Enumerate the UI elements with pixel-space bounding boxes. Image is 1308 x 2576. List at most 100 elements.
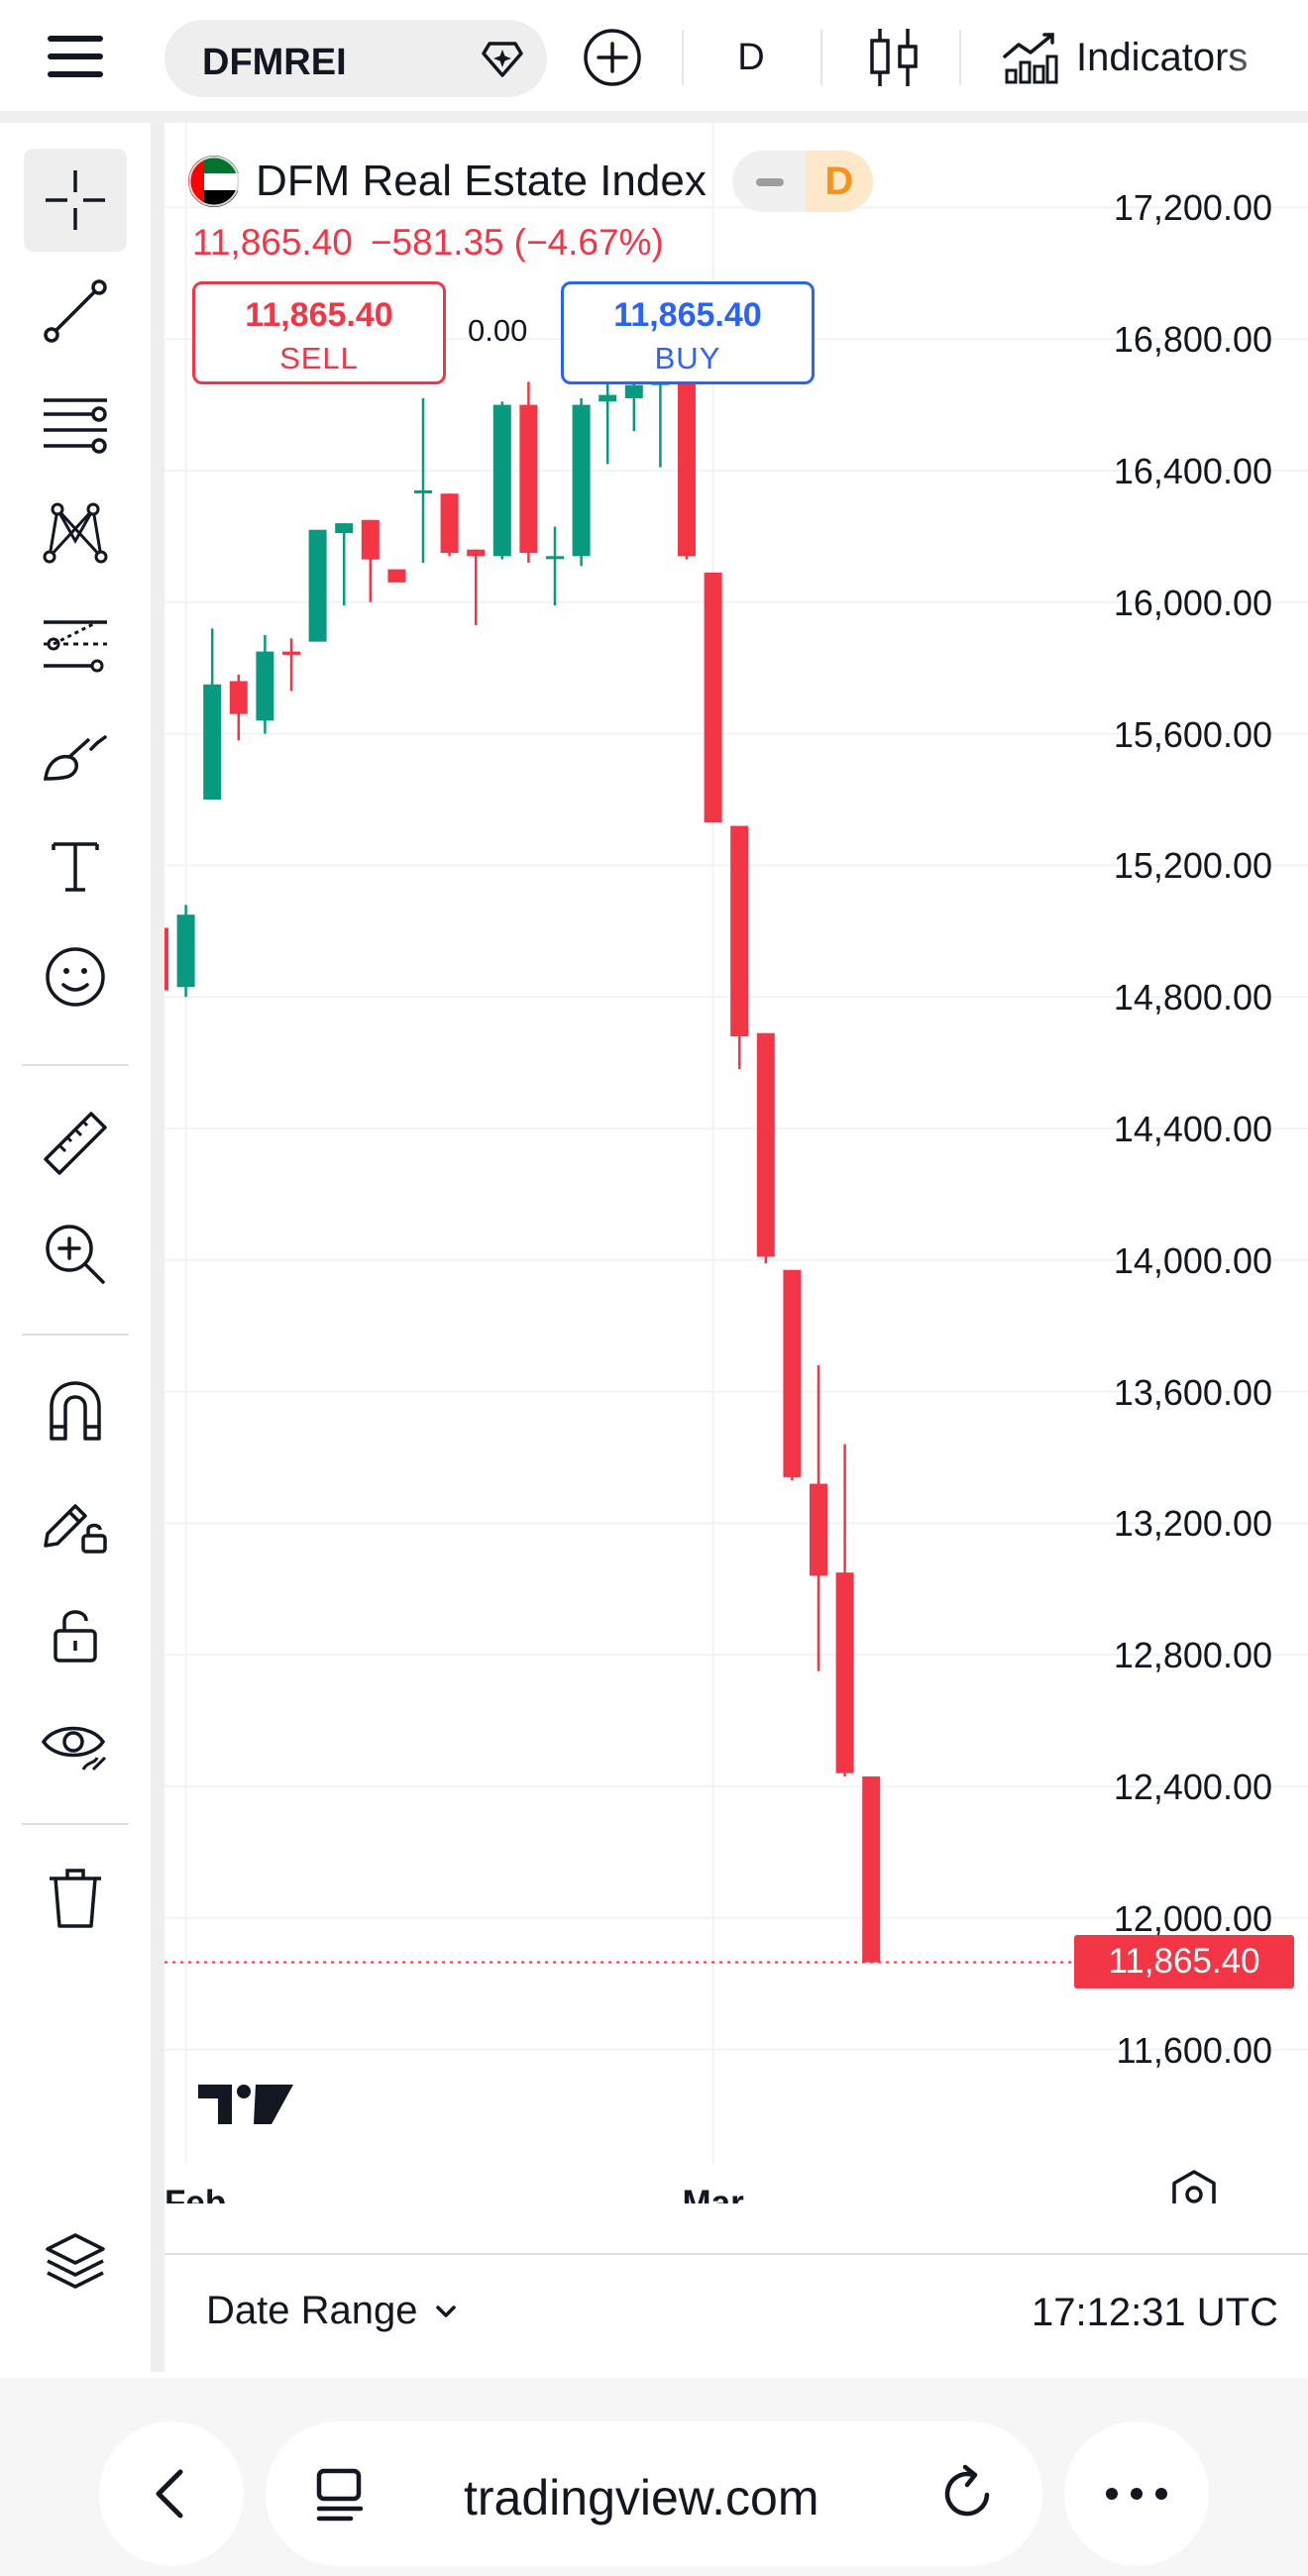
change-percent: (−4.67%) <box>513 222 664 263</box>
price-axis-label: 11,600.00 <box>1116 2029 1272 2071</box>
time-zone-clock[interactable]: 17:12:31 UTC <box>1031 2291 1278 2334</box>
text-icon <box>52 842 99 892</box>
interval-button[interactable]: D <box>711 20 791 95</box>
candle-body <box>862 1776 881 1963</box>
candle-body <box>387 569 406 583</box>
trash-tool[interactable] <box>24 1847 127 1950</box>
price-axis-label: 13,600.00 <box>1113 1371 1272 1413</box>
reload-icon[interactable] <box>937 2463 999 2524</box>
candle-body <box>546 556 564 560</box>
price-axis-label: 12,000.00 <box>1113 1897 1272 1939</box>
time-axis-label: Feb <box>164 2184 227 2203</box>
hide-drawings-tool[interactable] <box>24 1692 127 1795</box>
candle-body <box>467 549 486 557</box>
ruler-icon <box>44 1112 107 1175</box>
more-horizontal-icon <box>1106 2488 1167 2500</box>
magnet-icon <box>50 1381 101 1441</box>
trend-line-icon <box>44 279 107 343</box>
lock-drawing-icon <box>44 1504 107 1554</box>
candle-body <box>164 927 168 991</box>
candle-body <box>308 529 327 642</box>
tradingview-logo-icon <box>198 2085 293 2124</box>
candle-body <box>492 404 511 557</box>
price-axis-label: 16,800.00 <box>1113 319 1272 361</box>
brush-tool[interactable] <box>24 703 127 806</box>
crosshair-tool[interactable] <box>24 149 127 252</box>
sparkle-diamond-icon[interactable] <box>480 36 525 81</box>
url-text: tradingview.com <box>464 2470 819 2525</box>
minus-icon <box>755 178 784 186</box>
chart-type-button[interactable] <box>852 20 935 95</box>
spread-value: 0.00 <box>468 313 528 348</box>
price-axis-label: 14,000.00 <box>1113 1239 1272 1281</box>
drawing-toolbar <box>0 123 151 2372</box>
symbol-label: DFMREI <box>202 42 347 83</box>
candle-body <box>176 914 195 988</box>
last-price-tag: 11,865.40 <box>1074 1935 1294 1989</box>
candle-body <box>519 404 538 553</box>
market-status-pill[interactable]: D <box>731 151 873 212</box>
patterns-tool[interactable] <box>24 482 127 585</box>
lock-drawing-tool[interactable] <box>24 1470 127 1573</box>
lock-all-icon <box>54 1610 97 1663</box>
magnet-tool[interactable] <box>24 1359 127 1462</box>
address-bar[interactable]: tradingview.com <box>266 2421 1042 2566</box>
candle-body <box>440 493 459 553</box>
chevron-down-icon <box>436 2305 457 2317</box>
candle-body <box>756 1032 775 1257</box>
date-range-label: Date Range <box>206 2289 418 2332</box>
candlestick-chart-type-icon <box>870 29 918 86</box>
chart-settings-icon[interactable] <box>1167 2168 1221 2203</box>
candle-body <box>229 681 248 714</box>
candle-body <box>572 404 591 557</box>
date-range-button[interactable]: Date Range <box>206 2289 461 2333</box>
price-axis-label: 12,800.00 <box>1113 1635 1272 1676</box>
uae-flag-icon <box>188 156 240 207</box>
candle-body <box>599 394 617 402</box>
top-toolbar: DFMREI D Indicators <box>0 0 1308 111</box>
price-axis-label: 16,400.00 <box>1113 451 1272 491</box>
candle-body <box>256 651 274 721</box>
trash-icon <box>50 1869 101 1928</box>
lock-all-tool[interactable] <box>24 1581 127 1684</box>
zoom-in-tool[interactable] <box>24 1203 127 1306</box>
object-tree-tool[interactable] <box>24 2209 127 2312</box>
candle-body <box>704 572 722 823</box>
prediction-measure-tool[interactable] <box>24 592 127 696</box>
browser-back-button[interactable] <box>99 2421 244 2566</box>
price-axis-label: 14,800.00 <box>1113 977 1272 1019</box>
price-axis-label: 14,400.00 <box>1113 1109 1272 1149</box>
delayed-data-badge: D <box>805 151 873 212</box>
add-compare-button[interactable] <box>577 20 648 95</box>
trend-line-tool[interactable] <box>24 260 127 363</box>
tab-overview-icon <box>316 2468 364 2522</box>
chart-area[interactable]: DFM Real Estate Index D 11,865.40 −581.35… <box>164 123 1308 2203</box>
text-tool[interactable] <box>24 814 127 917</box>
object-tree-layers-icon <box>46 2233 105 2289</box>
hide-drawings-icon <box>41 1726 107 1771</box>
prediction-measure-icon <box>44 620 107 673</box>
emoji-icon <box>46 947 105 1007</box>
symbol-legend[interactable]: DFM Real Estate Index D <box>188 151 873 212</box>
symbol-full-name: DFM Real Estate Index <box>256 157 707 205</box>
emoji-tool[interactable] <box>24 925 127 1028</box>
hamburger-menu-icon[interactable] <box>48 36 103 77</box>
crosshair-icon <box>46 170 105 230</box>
brush-icon <box>44 735 107 781</box>
time-axis-label: Mar <box>682 2184 744 2203</box>
zoom-in-icon <box>46 1225 105 1284</box>
buy-button[interactable]: 11,865.40 BUY <box>561 281 815 384</box>
candle-body <box>730 825 749 1037</box>
price-axis-label: 17,200.00 <box>1113 187 1272 229</box>
symbol-search-button[interactable]: DFMREI <box>164 20 547 97</box>
candle-body <box>361 519 380 560</box>
sell-button[interactable]: 11,865.40 SELL <box>192 281 446 384</box>
sell-label: SELL <box>279 341 359 376</box>
fib-retracement-tool[interactable] <box>24 371 127 474</box>
ruler-tool[interactable] <box>24 1092 127 1195</box>
buy-label: BUY <box>654 341 721 376</box>
candlestick-chart[interactable] <box>164 123 1308 2203</box>
candle-body <box>678 378 696 557</box>
browser-more-button[interactable] <box>1064 2421 1209 2566</box>
last-price-value: 11,865.40 <box>192 222 353 263</box>
